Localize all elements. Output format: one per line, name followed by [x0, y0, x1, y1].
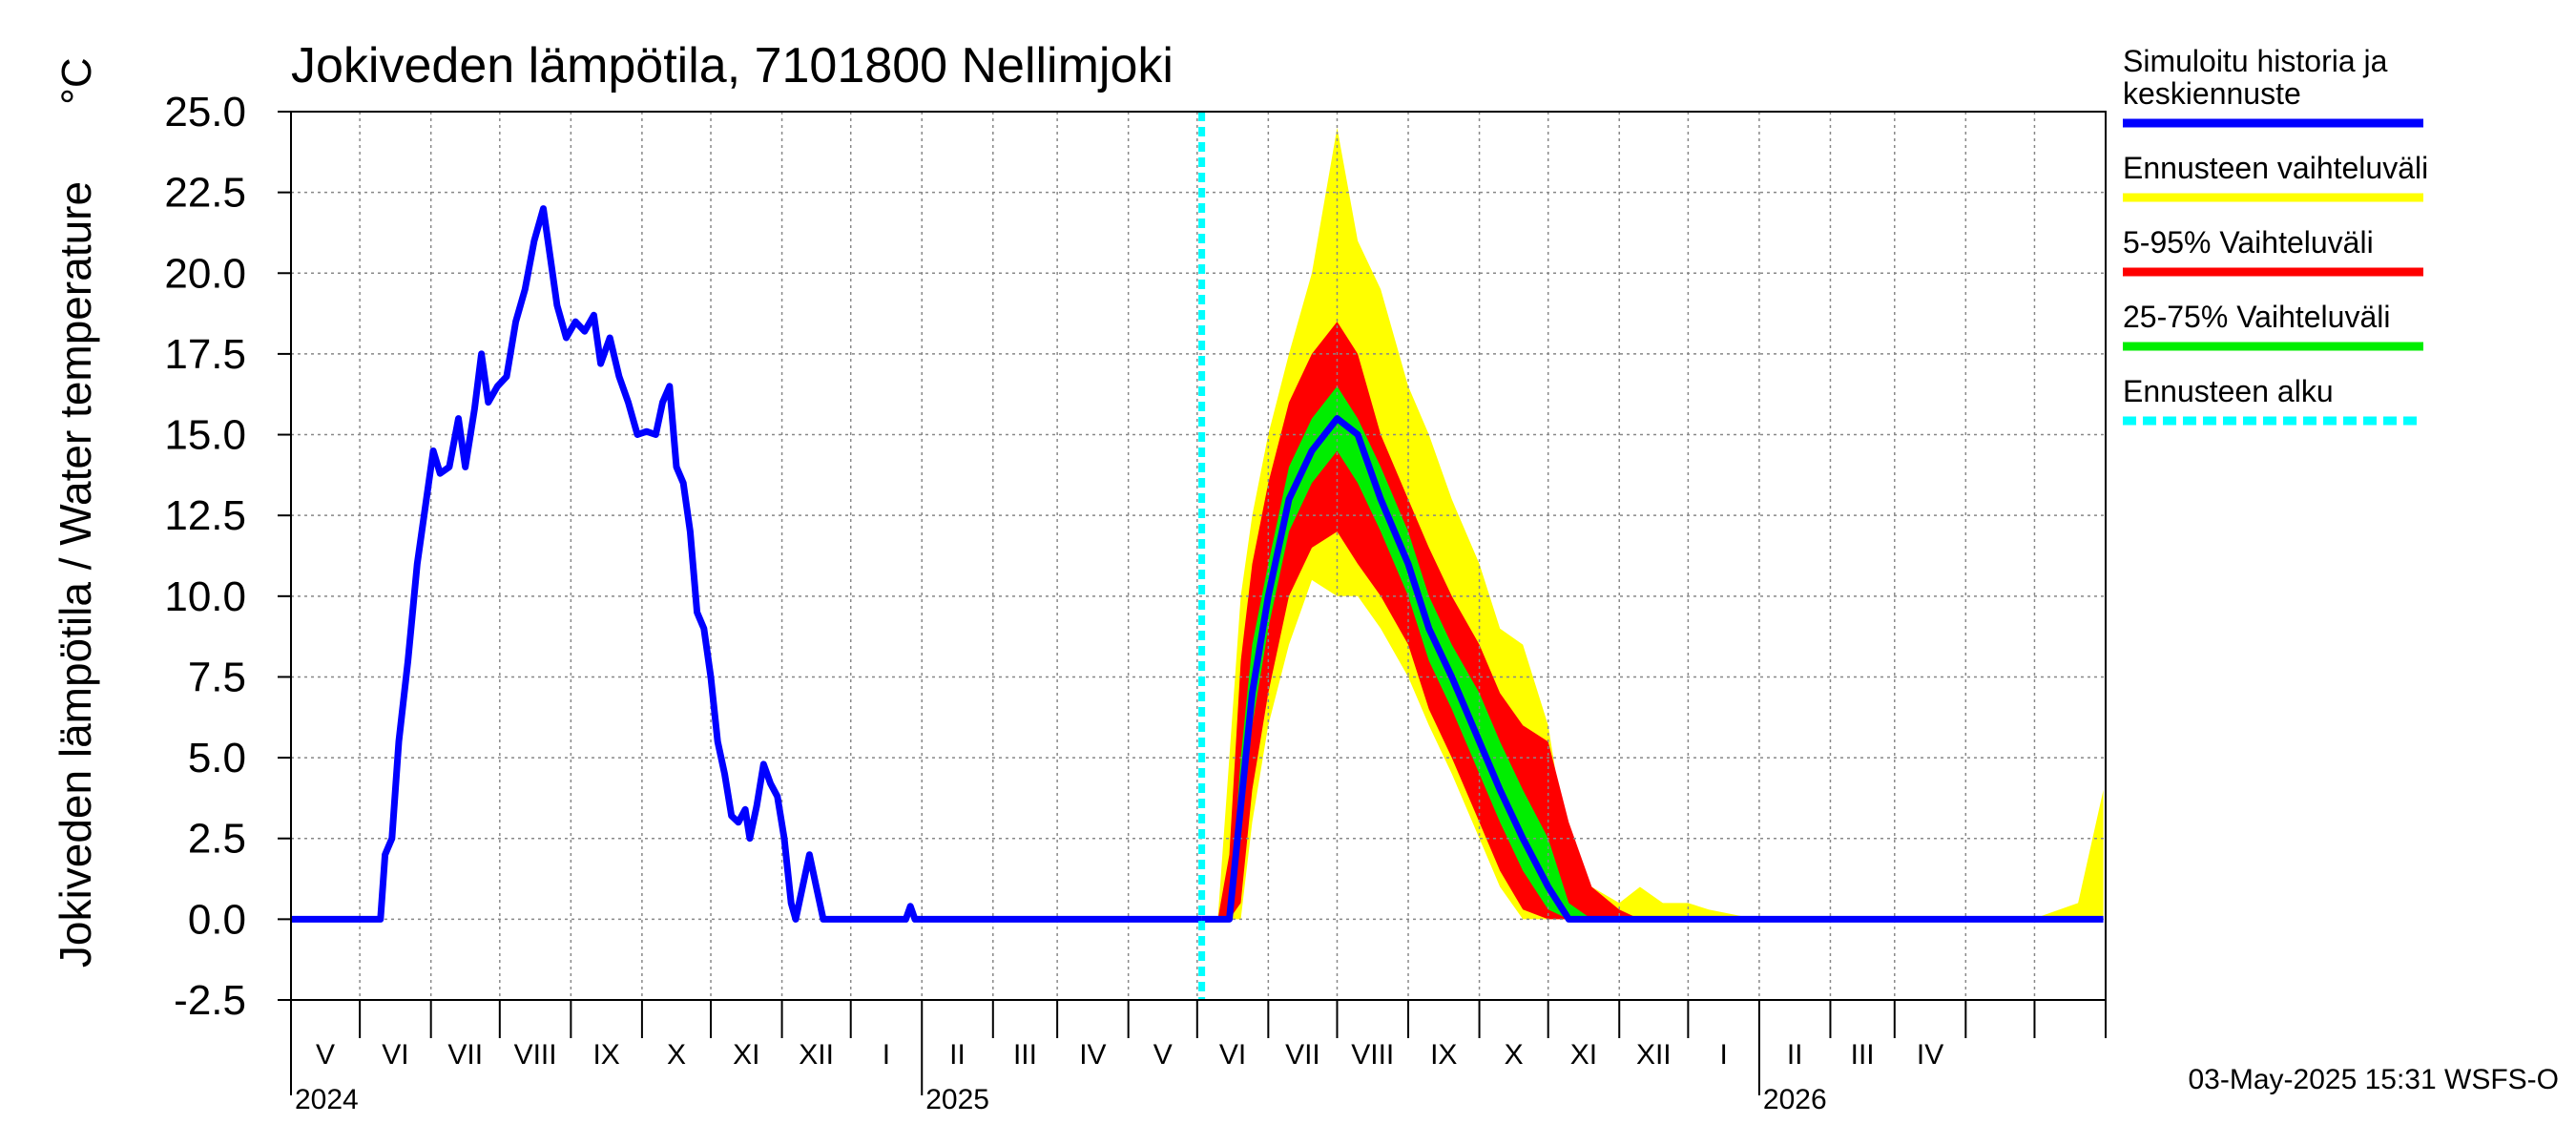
month-label: XII [799, 1039, 834, 1071]
month-label: V [1153, 1039, 1173, 1071]
forecast-mean-line [1201, 415, 2104, 923]
month-label: I [1719, 1039, 1727, 1071]
x-axis: V VI VII VIII IX X XI XII I II III IV V VI VII VIII IX X X… [290, 1000, 2107, 1115]
legend-label: keskiennuste [2123, 76, 2301, 111]
y-ticks: 25.0 22.5 20.0 17.5 15.0 12.5 10.0 7.5 5.0 2.5 0.0… [164, 89, 291, 1024]
grid [291, 112, 2106, 1000]
month-label: XI [733, 1039, 759, 1071]
month-label: XII [1636, 1039, 1672, 1071]
y-tick-label: 7.5 [188, 654, 246, 700]
month-label: V [316, 1039, 335, 1071]
month-label: X [1505, 1039, 1524, 1071]
y-tick-label: 20.0 [164, 250, 246, 297]
month-label: VI [382, 1039, 408, 1071]
y-tick-label: 22.5 [164, 170, 246, 217]
y-tick-label: 25.0 [164, 89, 246, 135]
month-label: X [667, 1039, 686, 1071]
month-label: VIII [1351, 1039, 1394, 1071]
legend-label: 25-75% Vaihteluväli [2123, 300, 2390, 334]
series-lines [291, 112, 2104, 1000]
legend-label: 5-95% Vaihteluväli [2123, 225, 2374, 260]
year-label: 2025 [925, 1084, 989, 1115]
legend-label: Simuloitu historia ja [2123, 44, 2388, 78]
month-label: XI [1570, 1039, 1597, 1071]
y-unit: °C [53, 57, 100, 104]
month-label: II [949, 1039, 966, 1071]
month-label: I [883, 1039, 890, 1071]
legend-label: Ennusteen vaihteluväli [2123, 151, 2428, 185]
footer-timestamp: 03-May-2025 15:31 WSFS-O [2189, 1064, 2560, 1095]
legend-label: Ennusteen alku [2123, 374, 2334, 408]
month-label: VII [447, 1039, 483, 1071]
month-label: VIII [514, 1039, 557, 1071]
y-tick-label: 10.0 [164, 573, 246, 620]
year-label: 2024 [295, 1084, 359, 1115]
month-label: IX [1430, 1039, 1457, 1071]
month-label: III [1013, 1039, 1037, 1071]
y-tick-label: 2.5 [188, 816, 246, 863]
y-tick-label: 12.5 [164, 492, 246, 539]
y-tick-label: 15.0 [164, 412, 246, 459]
chart-title: Jokiveden lämpötila, 7101800 Nellimjoki [291, 38, 1174, 94]
plot-border [290, 111, 2107, 1001]
month-label: III [1851, 1039, 1875, 1071]
y-tick-label: -2.5 [174, 977, 246, 1024]
y-tick-label: 0.0 [188, 896, 246, 943]
month-label: VI [1219, 1039, 1246, 1071]
y-tick-label: 5.0 [188, 735, 246, 781]
month-label: VII [1285, 1039, 1320, 1071]
y-tick-label: 17.5 [164, 331, 246, 378]
month-label: IV [1917, 1039, 1943, 1071]
y-axis-label: Jokiveden lämpötila / Water temperature [51, 181, 100, 968]
month-label: II [1787, 1039, 1803, 1071]
history-line [291, 205, 1202, 923]
month-label: IX [592, 1039, 619, 1071]
year-label: 2026 [1763, 1084, 1827, 1115]
forecast-bands [1201, 127, 2104, 920]
month-label: IV [1079, 1039, 1106, 1071]
plot-frame [290, 111, 2107, 1001]
